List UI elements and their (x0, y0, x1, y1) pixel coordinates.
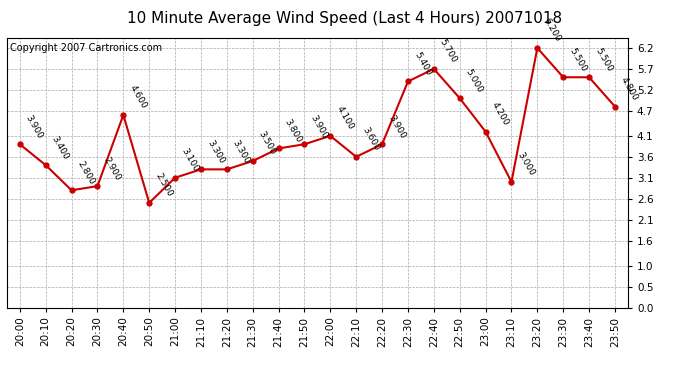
Text: 4.100: 4.100 (335, 105, 355, 132)
Text: 5.500: 5.500 (567, 46, 588, 73)
Text: 2.900: 2.900 (101, 155, 122, 182)
Text: 5.700: 5.700 (438, 38, 459, 65)
Text: 3.100: 3.100 (179, 147, 200, 174)
Text: 3.400: 3.400 (50, 134, 70, 161)
Text: 2.800: 2.800 (76, 159, 97, 186)
Text: 3.800: 3.800 (283, 117, 304, 144)
Text: 3.300: 3.300 (205, 138, 226, 165)
Text: 3.900: 3.900 (24, 113, 45, 140)
Text: 5.500: 5.500 (593, 46, 614, 73)
Text: 4.600: 4.600 (128, 84, 148, 111)
Text: 3.500: 3.500 (257, 130, 277, 157)
Text: 3.900: 3.900 (308, 113, 329, 140)
Text: 2.500: 2.500 (153, 172, 174, 199)
Text: 3.000: 3.000 (515, 151, 536, 178)
Text: 4.800: 4.800 (619, 76, 640, 102)
Text: 3.300: 3.300 (231, 138, 252, 165)
Text: 3.900: 3.900 (386, 113, 407, 140)
Text: 5.000: 5.000 (464, 67, 484, 94)
Text: Copyright 2007 Cartronics.com: Copyright 2007 Cartronics.com (10, 43, 162, 53)
Text: 4.200: 4.200 (490, 101, 511, 128)
Text: 5.400: 5.400 (412, 51, 433, 77)
Text: 3.600: 3.600 (360, 126, 381, 153)
Text: 10 Minute Average Wind Speed (Last 4 Hours) 20071018: 10 Minute Average Wind Speed (Last 4 Hou… (128, 11, 562, 26)
Text: 6.200: 6.200 (542, 17, 562, 44)
